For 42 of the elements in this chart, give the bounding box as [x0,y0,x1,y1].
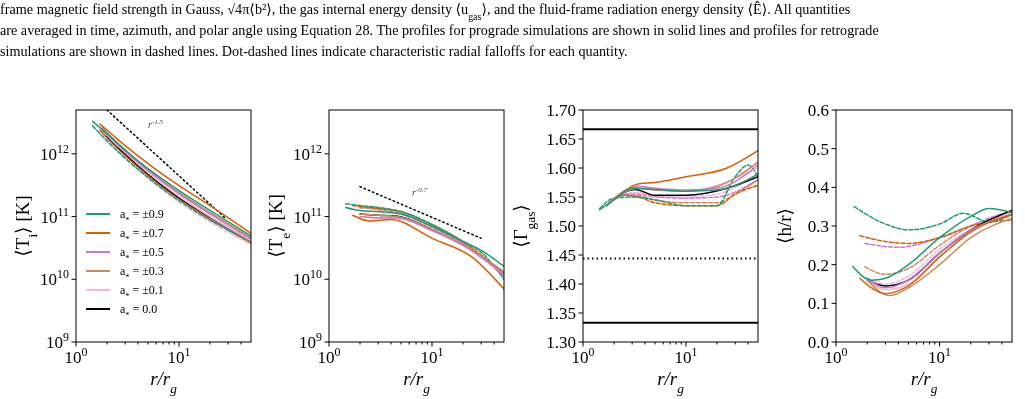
y-tick-label: 10$^{11}$ [293,204,323,227]
annotation: r$^{-0.7}$ [412,186,428,198]
y-tick-label: 10$^{11}$ [40,204,70,227]
legend-label: a$_{*}$ = 0.0 [120,302,158,320]
y-tick-label: 1.55 [546,188,576,207]
y-tick-label: 1.60 [546,159,576,178]
legend-label: a$_{*}$ = ±0.9 [120,207,164,225]
legend-label: a$_{*}$ = ±0.3 [120,264,164,282]
y-tick-label: 10$^{12}$ [293,141,323,164]
y-tick-label: 1.50 [546,217,576,236]
x-tick-label: 10$^{1}$ [674,345,698,367]
y-tick-label: 0.5 [807,139,829,159]
y-tick-label: 1.45 [546,246,576,265]
legend-label: a$_{*}$ = ±0.7 [120,226,164,244]
annotation: r$^{-1.5}$ [148,118,164,130]
y-tick-label: 1.30 [546,333,576,352]
y-tick-label: 1.35 [546,304,576,323]
y-tick-label: 10$^{10}$ [293,267,323,290]
y-tick-label: 0.2 [807,255,829,275]
x-tick-label: 10$^{1}$ [167,345,191,367]
y-tick-label: 10$^{10}$ [40,267,70,290]
text: frame magnetic field strength in Gauss, √4π⟨b²⟩, the gas internal energy density ⟨u$_{gas}$⟩, and the fluid-frame radiation energy density ⟨Ê⟩. All quantities [0,1,851,22]
y-tick-label: 0.4 [807,178,830,198]
y-tick-label: 1.70 [546,101,576,120]
x-axis-title: r/r$_{g}$ [657,368,685,396]
x-axis-title: r/r$_{g}$ [150,368,178,396]
x-tick-label: 10$^{1}$ [420,345,444,367]
legend-label: a$_{*}$ = ±0.5 [120,245,164,263]
x-axis-title: r/r$_{g}$ [910,368,938,396]
x-axis-title: r/r$_{g}$ [403,368,431,396]
y-tick-label: 0.1 [807,294,829,314]
y-tick-label: 0.6 [807,101,829,120]
y-tick-label: 1.40 [546,275,576,294]
x-tick-label: 10$^{1}$ [928,345,952,367]
y-axis-title: ⟨h/r⟩ [774,208,795,244]
text: simulations are shown in dashed lines. Dot-dashed lines indicate characteristic radial falloffs for each quantity. [0,43,628,59]
text: are averaged in time, azimuth, and polar angle using Equation 28. The profiles for prograde simulations are shown in solid lines and profiles for retrograde [0,22,879,38]
y-tick-label: 10$^{12}$ [40,141,70,164]
y-tick-label: 0.0 [807,333,829,352]
y-tick-label: 0.3 [807,217,829,236]
legend-label: a$_{*}$ = ±0.1 [120,283,164,301]
y-tick-label: 1.65 [546,130,576,149]
